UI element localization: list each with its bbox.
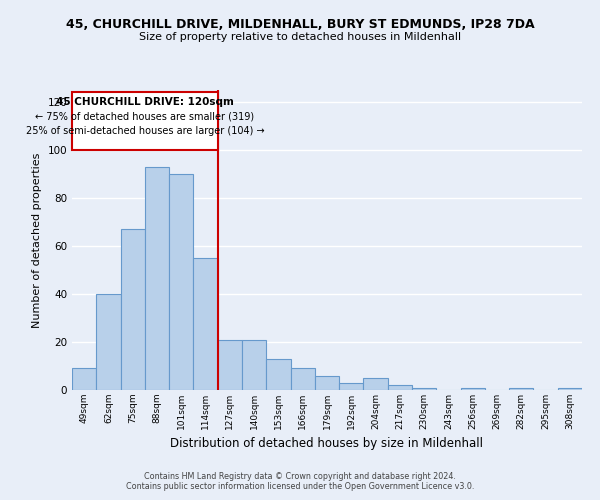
Bar <box>461 388 485 390</box>
Bar <box>193 258 218 390</box>
Bar <box>388 385 412 390</box>
Bar <box>339 383 364 390</box>
Text: 45, CHURCHILL DRIVE, MILDENHALL, BURY ST EDMUNDS, IP28 7DA: 45, CHURCHILL DRIVE, MILDENHALL, BURY ST… <box>65 18 535 30</box>
Bar <box>218 340 242 390</box>
Text: Contains public sector information licensed under the Open Government Licence v3: Contains public sector information licen… <box>126 482 474 491</box>
Text: Contains HM Land Registry data © Crown copyright and database right 2024.: Contains HM Land Registry data © Crown c… <box>144 472 456 481</box>
Bar <box>169 174 193 390</box>
Y-axis label: Number of detached properties: Number of detached properties <box>32 152 42 328</box>
Bar <box>364 378 388 390</box>
Bar <box>412 388 436 390</box>
Bar <box>315 376 339 390</box>
Bar <box>121 229 145 390</box>
Text: Size of property relative to detached houses in Mildenhall: Size of property relative to detached ho… <box>139 32 461 42</box>
FancyBboxPatch shape <box>72 92 218 150</box>
Bar <box>509 388 533 390</box>
Bar <box>96 294 121 390</box>
Text: 45 CHURCHILL DRIVE: 120sqm: 45 CHURCHILL DRIVE: 120sqm <box>56 97 234 107</box>
Bar <box>72 368 96 390</box>
Text: ← 75% of detached houses are smaller (319): ← 75% of detached houses are smaller (31… <box>35 112 254 122</box>
Bar <box>558 388 582 390</box>
X-axis label: Distribution of detached houses by size in Mildenhall: Distribution of detached houses by size … <box>170 438 484 450</box>
Bar <box>145 167 169 390</box>
Bar <box>242 340 266 390</box>
Bar <box>290 368 315 390</box>
Text: 25% of semi-detached houses are larger (104) →: 25% of semi-detached houses are larger (… <box>26 126 264 136</box>
Bar <box>266 359 290 390</box>
